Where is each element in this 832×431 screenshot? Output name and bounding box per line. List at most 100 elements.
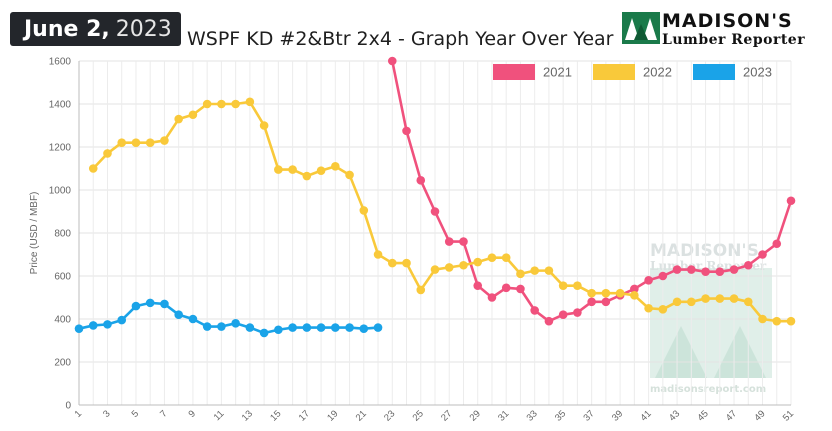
data-point-2021 — [473, 281, 483, 290]
data-point-2023 — [245, 323, 255, 332]
data-point-2022 — [530, 266, 539, 275]
data-point-2022 — [430, 265, 440, 274]
data-point-2022 — [587, 288, 596, 298]
data-point-2021 — [416, 176, 426, 185]
y-tick-label: 200 — [54, 358, 71, 369]
data-point-2023 — [288, 323, 297, 332]
data-point-2022 — [573, 281, 582, 290]
data-point-2022 — [160, 136, 169, 145]
data-point-2023 — [202, 322, 212, 331]
data-point-2022 — [487, 253, 497, 263]
data-point-2022 — [672, 297, 682, 307]
data-point-2023 — [274, 325, 283, 335]
data-point-2023 — [88, 321, 98, 330]
data-point-2022 — [402, 258, 411, 268]
watermark-block — [650, 268, 772, 378]
data-point-2021 — [444, 237, 454, 246]
x-tick-label: 25 — [411, 408, 426, 423]
data-point-2022 — [131, 138, 141, 147]
legend: 2021 2022 2023 — [493, 64, 772, 80]
x-tick-label: 33 — [525, 408, 540, 423]
x-tick-label: 21 — [354, 408, 369, 423]
chart-title: WSPF KD #2&Btr 2x4 - Graph Year Over Yea… — [187, 28, 614, 50]
data-point-2021 — [729, 265, 739, 274]
data-point-2022 — [772, 316, 782, 326]
x-tick-label: 19 — [325, 408, 340, 423]
data-point-2022 — [274, 165, 283, 174]
data-point-2022 — [88, 164, 98, 173]
x-tick-label: 35 — [553, 408, 568, 423]
y-tick-label: 1600 — [49, 57, 72, 68]
data-point-2022 — [687, 297, 696, 307]
x-tick-label: 51 — [781, 408, 796, 423]
data-point-2021 — [430, 207, 440, 216]
data-point-2022 — [459, 260, 468, 270]
data-point-2021 — [644, 276, 653, 285]
data-point-2021 — [658, 271, 668, 281]
y-tick-label: 0 — [65, 401, 71, 412]
series-group — [74, 56, 796, 338]
data-point-2022 — [103, 149, 112, 158]
madisons-logo: MADISON'S Lumber Reporter — [622, 10, 827, 50]
data-point-2023 — [359, 324, 369, 333]
data-point-2021 — [786, 196, 796, 206]
data-point-2022 — [786, 316, 796, 326]
data-point-2021 — [687, 265, 696, 274]
data-point-2022 — [658, 305, 668, 314]
x-tick-label: 43 — [667, 408, 682, 423]
data-point-2022 — [473, 257, 483, 267]
data-point-2022 — [558, 281, 568, 290]
data-point-2022 — [145, 138, 155, 147]
date-badge: June 2, 2023 — [10, 12, 181, 46]
data-point-2023 — [345, 323, 354, 332]
data-point-2022 — [316, 166, 326, 175]
data-point-2022 — [117, 138, 127, 147]
date-month-day: June 2, — [24, 16, 110, 42]
data-point-2022 — [701, 294, 710, 303]
watermark-tree-icon — [714, 326, 766, 378]
data-point-2023 — [145, 298, 155, 308]
data-point-2021 — [387, 56, 397, 66]
data-point-2022 — [174, 114, 183, 124]
y-axis-label: Price (USD / MBF) — [29, 192, 40, 275]
data-point-2022 — [302, 171, 312, 181]
data-point-2022 — [231, 99, 240, 109]
data-point-2022 — [516, 269, 525, 279]
data-point-2022 — [758, 314, 767, 324]
data-point-2022 — [345, 170, 354, 180]
data-point-2021 — [672, 265, 682, 274]
data-point-2022 — [259, 121, 269, 130]
data-point-2022 — [359, 206, 369, 215]
data-point-2023 — [117, 315, 127, 325]
data-point-2022 — [288, 165, 297, 174]
data-point-2022 — [743, 297, 753, 307]
data-point-2023 — [74, 324, 84, 333]
logo-name: MADISON'S — [662, 10, 793, 32]
data-point-2023 — [217, 322, 226, 331]
x-tick-label: 15 — [268, 408, 283, 423]
watermark-name: MADISON'S — [650, 241, 759, 261]
data-point-2022 — [630, 291, 639, 300]
data-point-2021 — [530, 306, 539, 315]
legend-label-2021: 2021 — [543, 65, 572, 80]
data-point-2022 — [715, 294, 725, 303]
x-tick-label: 23 — [382, 408, 397, 423]
data-point-2022 — [217, 99, 226, 109]
y-tick-label: 1400 — [49, 100, 72, 111]
data-point-2021 — [758, 250, 767, 259]
data-point-2023 — [131, 301, 141, 311]
data-point-2022 — [245, 97, 255, 107]
watermark-tree-icon — [655, 326, 707, 378]
data-point-2022 — [601, 288, 611, 298]
data-point-2022 — [202, 99, 212, 109]
legend-swatch-2022 — [593, 64, 635, 80]
series-line-2023 — [78, 301, 379, 335]
data-point-2021 — [544, 316, 554, 326]
data-point-2021 — [558, 310, 568, 320]
data-point-2023 — [231, 319, 240, 328]
y-tick-label: 1200 — [49, 143, 72, 154]
date-year: 2023 — [115, 16, 172, 42]
x-tick-label: 37 — [582, 408, 597, 423]
data-point-2023 — [174, 310, 183, 320]
